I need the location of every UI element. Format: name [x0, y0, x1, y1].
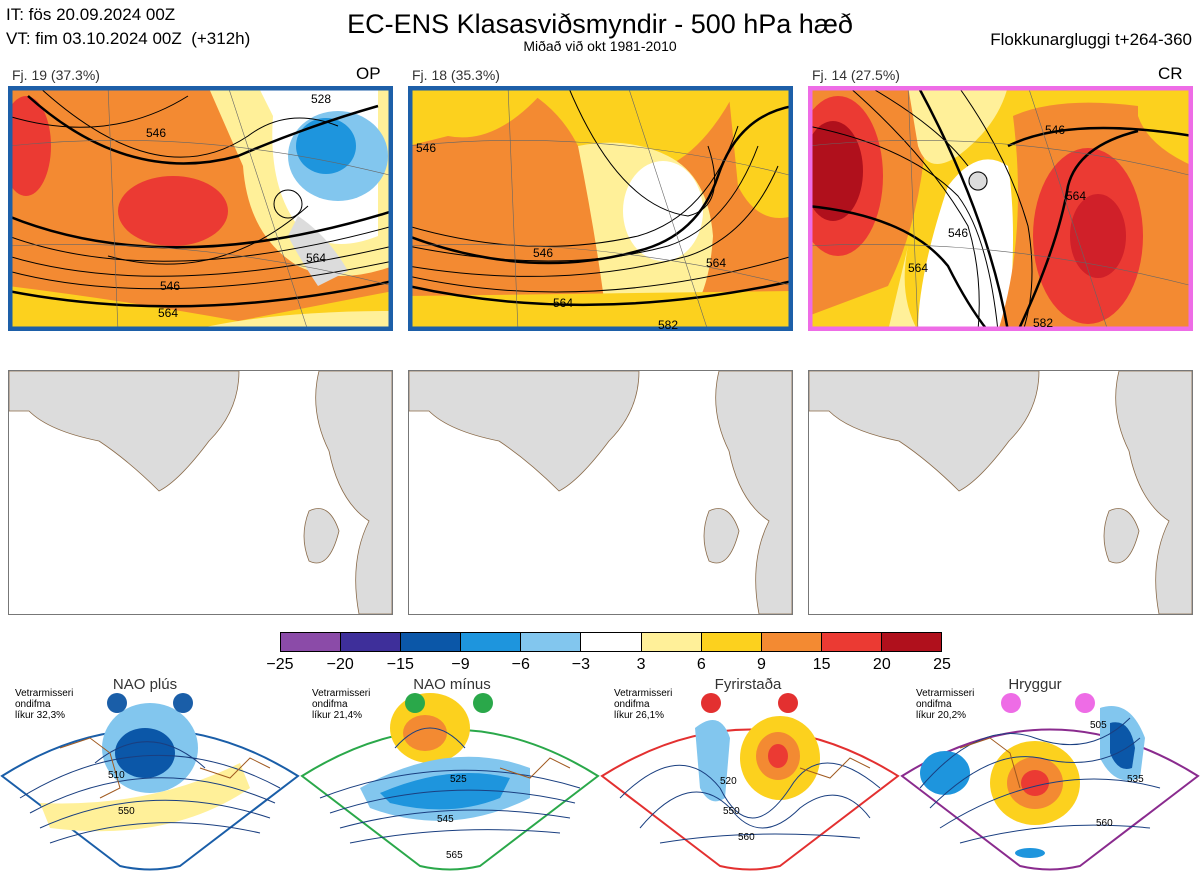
panel-1-contour-5: 564: [306, 251, 327, 265]
colorbar-tick-label: −25: [266, 656, 294, 673]
panel-2-label: Fj. 18 (35.3%): [412, 67, 500, 83]
colorbar-swatch: [641, 633, 702, 651]
regime-4-label-1: 505: [1090, 720, 1107, 731]
colorbar-tick-label: −9: [451, 656, 470, 673]
panel-1-tag: OP: [356, 64, 381, 83]
init-time: IT: fös 20.09.2024 00Z: [6, 5, 176, 24]
colorbar-tick-label: 6: [696, 656, 706, 673]
regime-marker-dot: [473, 693, 493, 713]
colorbar-tick-label: −15: [386, 656, 414, 673]
regime-marker-dot: [405, 693, 425, 713]
colorbar-swatch: [761, 633, 822, 651]
colorbar-tick-label: −3: [571, 656, 591, 673]
panel-3-contour-3: 564: [1066, 189, 1087, 203]
colorbar-tick-label: 20: [872, 656, 891, 673]
cluster-map-2: 546 546 564 564 582: [408, 86, 793, 331]
classification-window: Flokkunargluggi t+264-360: [990, 30, 1192, 49]
colorbar-tick-label: 15: [812, 656, 831, 673]
panel-2-contour-3: 564: [553, 296, 574, 310]
panel-1-contour-2: 528: [311, 92, 332, 106]
panel-3-contour-4: 546: [1045, 123, 1066, 137]
regime-3-note: Vetrarmisseri ondifma líkur 26,1%: [614, 688, 673, 721]
regime-block: 520 550 560: [600, 678, 900, 871]
regime-2-label-2: 545: [437, 814, 454, 825]
panel-1-contour-1: 546: [146, 126, 167, 140]
regime-2-name: NAO mínus: [413, 676, 491, 693]
regime-1-note: Vetrarmisseri ondifma líkur 32,3%: [15, 688, 74, 721]
regime-marker-dot: [778, 693, 798, 713]
regime-marker-dot: [1001, 693, 1021, 713]
colorbar-swatch: [341, 633, 402, 651]
colorbar-swatch: [821, 633, 882, 651]
regime-2-label-3: 565: [446, 850, 463, 861]
panel-1-contour-4: 564: [158, 306, 179, 320]
regime-marker-dot: [1075, 693, 1095, 713]
panel-2-contour-4: 564: [706, 256, 727, 270]
anomaly-colorbar: [280, 632, 942, 652]
regime-4-label-3: 560: [1096, 818, 1113, 829]
regime-2-note: Vetrarmisseri ondifma líkur 21,4%: [312, 688, 371, 721]
regime-3-label-3: 560: [738, 832, 755, 843]
regime-3-label-1: 520: [720, 776, 737, 787]
regime-1-label-1: 510: [108, 770, 125, 781]
regime-4-name: Hryggur: [1008, 676, 1062, 693]
empty-map-2: [408, 370, 793, 615]
regime-3-label-2: 550: [723, 806, 740, 817]
regime-ridge: 505 535 560: [900, 678, 1200, 871]
colorbar-swatch: [881, 633, 942, 651]
valid-time: VT: fim 03.10.2024 00Z (+312h): [6, 29, 251, 48]
colorbar-tick-label: −6: [511, 656, 530, 673]
panel-3-label: Fj. 14 (27.5%): [812, 67, 900, 83]
regime-nao-plus: 510 550: [0, 678, 300, 871]
colorbar-swatch: [701, 633, 762, 651]
colorbar-tick-label: 3: [636, 656, 646, 673]
colorbar-swatch: [281, 633, 342, 651]
regime-2-label-1: 525: [450, 774, 467, 785]
panel-3-contour-1: 546: [948, 226, 969, 240]
colorbar-tick-label: 25: [933, 656, 951, 673]
cluster-map-3: 546 564 564 546 582: [808, 86, 1193, 331]
page-title: EC-ENS Klasasviðsmyndir - 500 hPa hæð: [347, 9, 853, 39]
page-subtitle: Miðað við okt 1981-2010: [523, 38, 677, 54]
regime-3-name: Fyrirstaða: [714, 676, 782, 693]
colorbar-swatch: [521, 633, 582, 651]
cluster-map-1: 546 528 546 564 564: [8, 86, 393, 331]
panel-2-contour-1: 546: [416, 141, 437, 155]
regime-marker-dot: [107, 693, 127, 713]
colorbar-swatch: [581, 633, 642, 651]
regime-marker-dot: [701, 693, 721, 713]
panel-2-contour-2: 546: [533, 246, 554, 260]
regime-4-note: Vetrarmisseri ondifma líkur 20,2%: [916, 688, 975, 721]
colorbar-tick-label: 9: [757, 656, 766, 673]
regime-1-name: NAO plús: [112, 676, 178, 693]
colorbar-swatch: [401, 633, 462, 651]
regime-4-label-2: 535: [1127, 774, 1144, 785]
empty-map-1: [8, 370, 393, 615]
panel-2-contour-5: 582: [658, 318, 679, 331]
regime-1-label-2: 550: [118, 806, 135, 817]
empty-map-3: [808, 370, 1193, 615]
colorbar-tick-label: −20: [326, 656, 354, 673]
panel-3-tag: CR: [1158, 64, 1183, 83]
panel-1-label: Fj. 19 (37.3%): [12, 67, 100, 83]
panel-3-contour-2: 564: [908, 261, 929, 275]
panel-1-contour-3: 546: [160, 279, 181, 293]
panel-3-contour-5: 582: [1033, 316, 1054, 330]
colorbar-swatch: [461, 633, 522, 651]
regime-marker-dot: [173, 693, 193, 713]
